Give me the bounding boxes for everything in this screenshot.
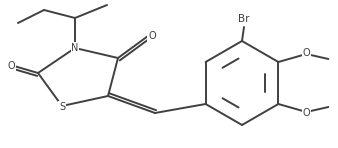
Text: N: N bbox=[71, 43, 79, 53]
Text: O: O bbox=[303, 48, 310, 58]
Text: O: O bbox=[148, 31, 156, 41]
Text: Br: Br bbox=[238, 14, 250, 24]
Text: O: O bbox=[7, 61, 15, 71]
Text: S: S bbox=[59, 102, 65, 112]
Text: O: O bbox=[303, 108, 310, 118]
